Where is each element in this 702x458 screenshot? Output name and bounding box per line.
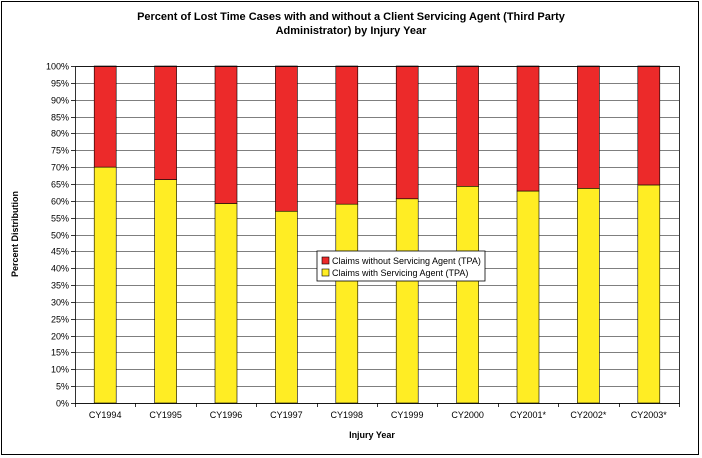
- y-tick-label: 30%: [51, 298, 69, 308]
- bar-without-agent: [275, 65, 298, 212]
- x-tick-label: CY2000: [451, 410, 484, 420]
- chart-title-line-2: Administrator) by Injury Year: [276, 25, 428, 37]
- bar-with-agent: [335, 203, 359, 404]
- y-tick-label: 35%: [51, 281, 69, 291]
- plot-border: [75, 66, 680, 404]
- legend: Claims without Servicing Agent (TPA) Clai…: [316, 250, 486, 282]
- bar-without-agent: [93, 65, 117, 168]
- legend-swatch: [321, 268, 330, 277]
- y-tick-label: 15%: [51, 348, 69, 358]
- y-tick-label: 40%: [51, 264, 69, 274]
- y-tick-label: 85%: [51, 113, 69, 123]
- y-tick-label: 95%: [51, 79, 69, 89]
- bar-with-agent: [154, 179, 177, 404]
- legend-box: [316, 250, 486, 282]
- y-tick-label: 65%: [51, 180, 69, 190]
- legend-label: Claims without Servicing Agent (TPA): [332, 256, 481, 266]
- x-tick-label: CY2002*: [570, 410, 607, 420]
- bar-without-agent: [395, 65, 419, 200]
- x-tick-label: CY1999: [391, 410, 424, 420]
- x-tick-label: CY1995: [149, 410, 182, 420]
- x-tick-label: CY2001*: [510, 410, 547, 420]
- bar-without-agent: [637, 65, 661, 186]
- bar-with-agent: [577, 188, 600, 404]
- bar-with-agent: [275, 210, 298, 404]
- x-tick-label: CY1997: [270, 410, 303, 420]
- chart-title-line-1: Percent of Lost Time Cases with and with…: [137, 11, 566, 23]
- y-tick-label: 60%: [51, 197, 69, 207]
- bar-with-agent: [395, 198, 419, 404]
- y-tick-label: 20%: [51, 332, 69, 342]
- x-axis-title: Injury Year: [349, 430, 395, 440]
- bar-without-agent: [154, 65, 177, 180]
- y-tick-label: 25%: [51, 315, 69, 325]
- bar-without-agent: [516, 65, 540, 192]
- y-axis-title: Percent Distribution: [10, 191, 20, 277]
- legend-label: Claims with Servicing Agent (TPA): [332, 268, 468, 278]
- y-tick-label: 75%: [51, 146, 69, 156]
- y-tick-label: 80%: [51, 129, 69, 139]
- bar-without-agent: [577, 65, 600, 189]
- legend-swatch: [321, 256, 330, 265]
- x-tick-label: CY1998: [331, 410, 364, 420]
- y-tick-label: 5%: [56, 382, 69, 392]
- bar-with-agent: [93, 166, 117, 404]
- bar-without-agent: [335, 65, 359, 205]
- bar-with-agent: [516, 190, 540, 404]
- y-tick-label: 0%: [56, 399, 69, 409]
- bar-with-agent: [214, 203, 238, 404]
- plot-area: 0% 5% 10% 15% 20% 25% 30% 35% 40% 45% 50% 55% 60% 65%…: [46, 62, 680, 420]
- y-tick-label: 100%: [46, 62, 69, 72]
- bar-without-agent: [456, 65, 479, 187]
- y-tick-label: 90%: [51, 96, 69, 106]
- y-tick-label: 55%: [51, 214, 69, 224]
- y-tick-label: 70%: [51, 163, 69, 173]
- y-tick-label: 10%: [51, 365, 69, 375]
- x-tick-label: CY1994: [89, 410, 122, 420]
- y-tick-label: 45%: [51, 247, 69, 257]
- bar-with-agent: [637, 184, 661, 404]
- bar-without-agent: [214, 65, 238, 204]
- x-tick-label: CY2003*: [631, 410, 668, 420]
- x-tick-label: CY1996: [210, 410, 243, 420]
- y-tick-label: 50%: [51, 231, 69, 241]
- bar-with-agent: [456, 186, 479, 404]
